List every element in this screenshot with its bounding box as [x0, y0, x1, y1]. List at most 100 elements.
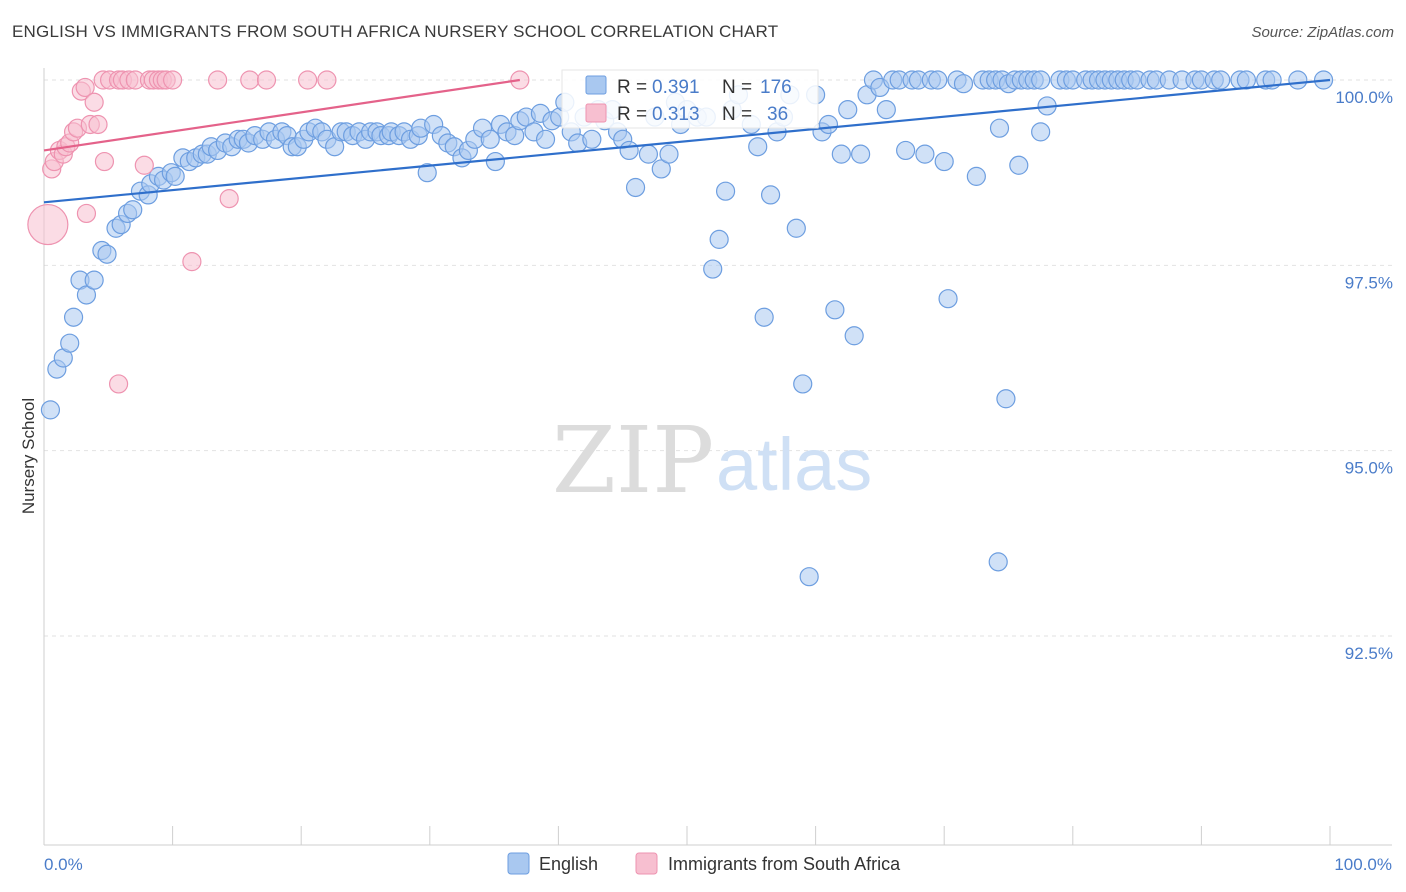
south-africa-point-12 [84, 92, 104, 112]
english-point-136 [915, 144, 935, 164]
english-point-9 [97, 244, 117, 264]
english-point-143 [966, 166, 986, 186]
watermark-zip: ZIP [552, 407, 714, 514]
y-tick-label-2: 95.0% [1345, 459, 1393, 478]
south-africa-point-33 [94, 151, 115, 172]
english-point-139 [934, 151, 954, 172]
bottom-legend: English Immigrants from South Africa [507, 852, 901, 875]
stats-n-label-english: N = [722, 77, 752, 98]
english-point-112 [760, 185, 781, 205]
english-point-97 [651, 159, 671, 179]
english-trend-line [43, 78, 1331, 204]
axes [43, 68, 1392, 846]
stats-swatch-south-africa [585, 103, 607, 123]
y-tick-label-0: 100.0% [1335, 88, 1393, 107]
south-africa-point-29 [256, 70, 277, 90]
english-point-153 [1031, 70, 1051, 90]
south-africa-point-31 [317, 70, 337, 90]
english-point-3 [60, 333, 80, 353]
x-tick-marks [43, 826, 1331, 845]
legend-label-south-africa: Immigrants from South Africa [668, 854, 901, 874]
watermark: ZIP atlas [552, 407, 872, 514]
english-point-98 [659, 144, 679, 164]
chart-title: ENGLISH VS IMMIGRANTS FROM SOUTH AFRICA … [12, 22, 779, 41]
english-point-4 [63, 307, 84, 327]
english-point-138 [928, 70, 948, 90]
english-point-121 [818, 114, 839, 135]
south-africa-point-10 [75, 77, 95, 98]
stats-r-label-south-africa: R = [617, 104, 647, 125]
english-point-87 [582, 129, 602, 149]
english-point-94 [625, 177, 646, 198]
english-point-125 [844, 326, 864, 346]
stats-n-value-english: 176 [760, 77, 792, 98]
south-africa-point-30 [298, 70, 318, 90]
english-point-124 [838, 100, 858, 120]
stats-swatch-english [585, 75, 607, 95]
grid-lines [44, 79, 1392, 637]
english-point-118 [799, 567, 819, 587]
south-africa-point-26 [163, 70, 183, 90]
south-africa-point-0 [27, 203, 69, 246]
english-point-158 [1031, 122, 1051, 142]
english-point-155 [996, 389, 1016, 409]
legend-swatch-south-africa [635, 852, 658, 875]
english-point-157 [1009, 155, 1029, 175]
stats-legend: R = 0.391 N = 176 R = 0.313 N = 36 [561, 69, 819, 129]
english-point-106 [715, 181, 736, 201]
english-point-179 [1211, 70, 1231, 90]
english-point-133 [896, 140, 916, 161]
english-point-71 [480, 129, 500, 149]
english-point-110 [748, 137, 768, 157]
legend-swatch-english [507, 852, 530, 875]
english-point-72 [485, 151, 505, 172]
y-tick-labels: 100.0% 97.5% 95.0% 92.5% [1335, 88, 1393, 663]
english-point-154 [989, 118, 1010, 138]
english-point-93 [619, 140, 639, 161]
y-axis-label: Nursery School [19, 398, 38, 514]
english-point-7 [84, 270, 104, 290]
south-africa-trend-line [43, 78, 520, 152]
south-africa-point-32 [76, 203, 97, 224]
y-tick-label-1: 97.5% [1345, 273, 1393, 292]
english-point-20 [165, 166, 185, 186]
south-africa-point-36 [219, 189, 239, 209]
english-point-142 [953, 74, 974, 94]
stats-n-value-south-africa: 36 [767, 104, 788, 125]
english-point-126 [851, 144, 871, 164]
english-point-105 [709, 229, 729, 249]
south-africa-point-13 [88, 114, 108, 135]
trend-lines [43, 78, 1331, 204]
english-point-123 [831, 144, 851, 164]
south-africa-point-28 [240, 70, 260, 90]
y-tick-label-3: 92.5% [1345, 644, 1393, 663]
english-point-117 [793, 374, 813, 394]
english-point-184 [1288, 70, 1308, 90]
stats-r-value-english: 0.391 [652, 77, 700, 98]
english-point-156 [988, 552, 1008, 572]
english-point-116 [786, 218, 806, 238]
south-africa-point-35 [182, 252, 202, 272]
english-point-80 [535, 129, 556, 149]
legend-label-english: English [539, 854, 598, 874]
south-africa-point-20 [134, 155, 154, 175]
english-point-6 [76, 285, 97, 305]
stats-r-label-english: R = [617, 77, 647, 98]
stats-r-value-south-africa: 0.313 [652, 104, 700, 125]
watermark-atlas: atlas [716, 423, 872, 506]
english-point-104 [703, 259, 723, 279]
south-africa-point-34 [108, 374, 129, 394]
source-label: Source: ZipAtlas.com [1251, 24, 1394, 41]
english-point-62 [417, 163, 437, 183]
x-tick-label-min: 0.0% [44, 855, 83, 874]
south-africa-point-27 [208, 70, 228, 90]
english-point-130 [876, 100, 896, 120]
english-point-0 [40, 400, 61, 420]
x-tick-label-max: 100.0% [1334, 855, 1392, 874]
stats-n-label-south-africa: N = [722, 104, 752, 125]
south-africa-points [27, 70, 530, 394]
english-point-13 [123, 200, 143, 220]
english-point-111 [754, 307, 774, 327]
english-point-140 [938, 289, 958, 309]
